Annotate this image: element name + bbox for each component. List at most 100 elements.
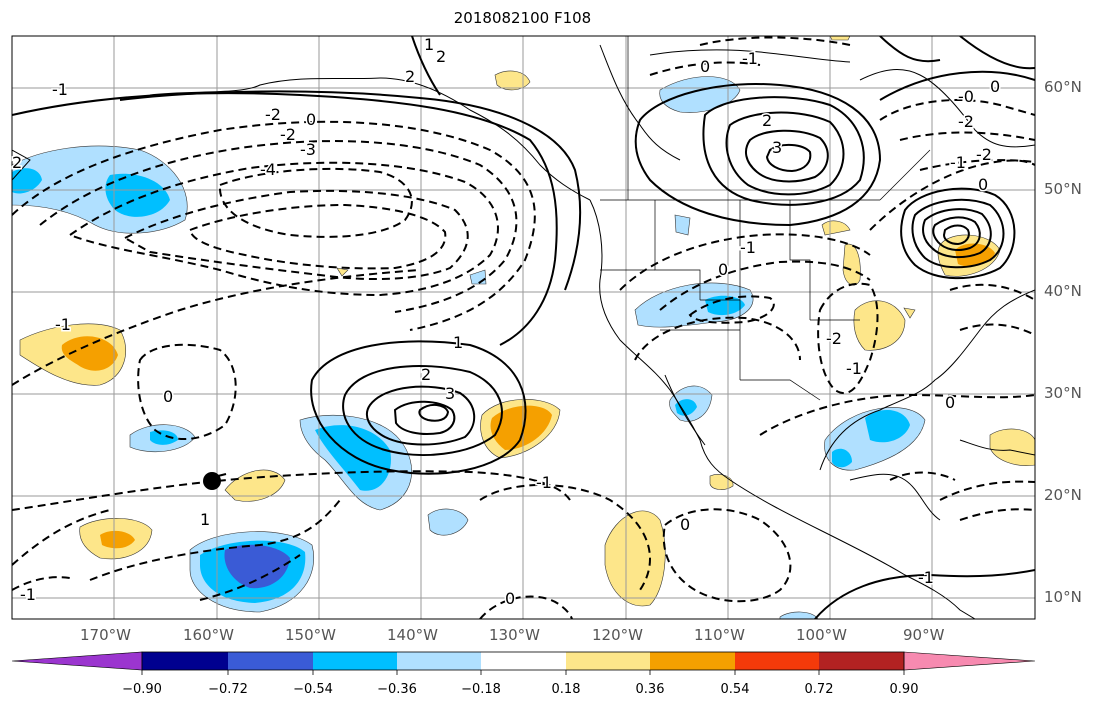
contour-label: 0 [945,393,955,412]
colorbar-segment [397,652,481,670]
contour-label: 2 [436,47,446,66]
contour-label: 2 [762,111,772,130]
shade-yellow-plains [853,300,906,351]
colorbar-tick-label: 0.72 [804,682,834,697]
lon-label: 140°W [387,626,438,644]
lat-label: 50°N [1044,180,1082,198]
coastlines [12,44,1035,619]
shade-orange-west [61,336,118,371]
contours-negative [12,36,1035,619]
lon-label: 150°W [285,626,336,644]
shade-blue-small-2 [427,508,469,536]
shade-yellow-midwest [224,469,286,502]
shade-blue-tiny [469,269,487,285]
colorbar-tick-label: 0.90 [889,682,919,697]
contour-label: 0 [163,387,173,406]
lon-label: 160°W [183,626,234,644]
shade-orange-southwest [100,530,135,549]
contour-label: -2 [958,112,974,131]
colorbar-segment [481,652,566,670]
contour-label: -1 [846,359,862,378]
contour-label: -1 [950,153,966,172]
contour-label: 0 [978,175,988,194]
colorbar-tick-label: −0.54 [293,682,333,697]
contour-label: -1 [536,473,552,492]
shade-blue-tiny-2 [674,214,691,236]
contour-label: 2 [405,67,415,86]
colorbar-under-triangle [11,651,143,671]
lat-label: 10°N [1044,588,1082,606]
lat-label: 20°N [1044,486,1082,504]
map-frame [11,35,1036,620]
shade-yellow-tiny-2 [821,220,851,236]
shade-yellow-plains-2 [842,243,861,286]
lon-label: 110°W [694,626,745,644]
map-title: 2018082100 F108 [453,9,592,27]
shade-cyan-gulf [865,409,910,443]
lat-label: 40°N [1044,282,1082,300]
contour-label: -2 [280,125,296,144]
shade-yellow-tiny [336,267,349,277]
colorbar-segment [228,652,313,670]
colorbar-tick-label: 0.54 [720,682,750,697]
colorbar-segment [142,652,228,670]
colorbar-segment [735,652,819,670]
storm-position-marker [203,472,221,490]
lon-label: 90°W [903,626,945,644]
shade-cyan-gulf-2 [832,448,852,468]
shade-cyan-southwest-us [705,295,745,316]
lat-label: 60°N [1044,78,1082,96]
lon-label: 130°W [489,626,540,644]
contour-label: 1 [200,510,210,529]
contour-label: 1 [453,333,463,352]
colorbar [11,651,1036,675]
contour-label: -0 [958,87,974,106]
contour-label: -4 [260,160,276,179]
shade-yellow-atlantic [989,428,1035,466]
contour-label: 2 [421,365,431,384]
colorbar-over-triangle [903,651,1036,671]
colorbar-segment [313,652,397,670]
contour-label: -3 [300,140,316,159]
contour-label: -1 [52,80,68,99]
shade-yellow-pacific [604,510,666,607]
contour-label: -2 [976,145,992,164]
contour-label: 3 [772,138,782,157]
colorbar-segment [566,652,650,670]
colorbar-outline [141,651,905,671]
shade-yellow-tiny-3 [903,307,916,319]
shade-blue-southwest-us [634,282,754,328]
colorbar-tick-label: −0.72 [208,682,248,697]
shade-yellow-alaska [494,70,531,91]
colorbar-tick-label: −0.90 [122,682,162,697]
colorbar-tick-label: −0.18 [461,682,501,697]
colorbar-tick-label: 0.18 [551,682,581,697]
contour-label: 0 [718,260,728,279]
contour-label: 0 [990,77,1000,96]
shade-cyan-edge [12,168,42,194]
contour-label: -1 [742,49,758,68]
contour-label-layer: 1 2 -1 0 -1 0 2 -2 -3 -4 0 -2 2 3 -2 -0 … [11,34,1002,610]
colorbar-tick-label: −0.36 [377,682,417,697]
lon-label: 120°W [592,626,643,644]
contours-positive [12,36,1035,619]
lon-label: 170°W [80,626,131,644]
contour-label: -1 [55,315,71,334]
contour-label: -2 [826,329,842,348]
lat-label: 30°N [1044,384,1082,402]
shade-deepblue-south [224,544,290,589]
contour-label: -1 [20,585,36,604]
contour-label: 3 [445,384,455,403]
contour-label: 1 [424,35,434,54]
shade-blue-small-bottom [779,611,819,619]
colorbar-tick-label: 0.36 [635,682,665,697]
shade-cyan-baja [675,399,697,416]
storm-position-tick [217,473,227,477]
colorbar-segment [650,652,735,670]
lon-label: 100°W [796,626,847,644]
contour-label: 0 [306,110,316,129]
contour-label: 2 [12,153,22,172]
shade-cyan-small [150,430,178,445]
contour-label: -1 [918,568,934,587]
